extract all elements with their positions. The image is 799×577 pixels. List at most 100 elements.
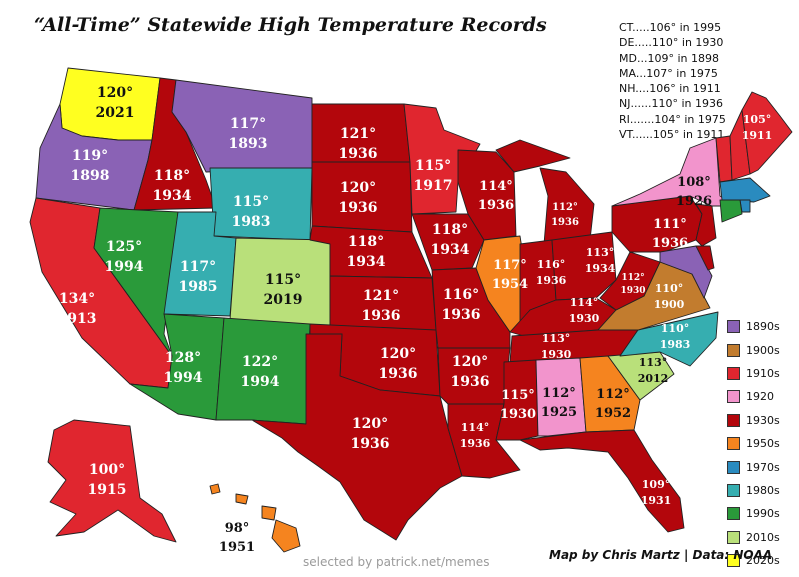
legend-label: 1920 bbox=[746, 390, 774, 404]
state-year-ak: 1915 bbox=[88, 482, 127, 498]
state-temp-mi: 112° bbox=[552, 202, 578, 213]
state-oh[interactable] bbox=[551, 231, 617, 301]
small-state-record-ri: RI.......104° in 1975 bbox=[619, 112, 726, 126]
state-year-nc: 1983 bbox=[660, 338, 691, 351]
legend-item: 1980s bbox=[727, 479, 780, 502]
legend-label: 1950s bbox=[746, 437, 780, 451]
state-year-ne: 1934 bbox=[347, 254, 386, 270]
state-temp-wy: 115° bbox=[233, 194, 269, 210]
legend-item: 1890s bbox=[727, 315, 780, 338]
state-label-sc: 113° 2012 bbox=[638, 356, 669, 385]
state-ct[interactable] bbox=[719, 199, 743, 223]
state-year-ca: 1913 bbox=[58, 311, 97, 327]
state-me[interactable] bbox=[741, 91, 793, 175]
state-year-al: 1925 bbox=[541, 405, 577, 420]
state-label-nc: 110° 1983 bbox=[660, 322, 691, 351]
state-temp-ny: 108° bbox=[677, 175, 711, 190]
legend-swatch bbox=[727, 554, 740, 568]
state-nm[interactable] bbox=[215, 317, 311, 425]
state-year-or: 1898 bbox=[71, 168, 110, 184]
state-label-ok: 120° 1936 bbox=[379, 346, 418, 382]
state-mi-up[interactable] bbox=[495, 139, 571, 173]
hi-island-big bbox=[271, 519, 301, 553]
state-temp-mo: 116° bbox=[443, 287, 479, 303]
state-hi[interactable] bbox=[209, 483, 301, 553]
state-ny[interactable] bbox=[611, 137, 737, 207]
state-label-va: 110° 1900 bbox=[654, 282, 685, 311]
state-label-mn: 115° 1917 bbox=[414, 158, 453, 194]
state-year-sc: 2012 bbox=[638, 372, 669, 385]
state-temp-pa: 111° bbox=[653, 217, 687, 232]
state-sd[interactable] bbox=[311, 161, 413, 233]
state-tx[interactable] bbox=[251, 333, 463, 541]
state-temp-il: 117° bbox=[493, 258, 527, 273]
state-label-mi: 112° 1936 bbox=[551, 202, 579, 228]
state-ia[interactable] bbox=[411, 213, 485, 271]
state-mt[interactable] bbox=[171, 79, 313, 173]
state-year-sd: 1936 bbox=[339, 200, 378, 216]
state-label-me: 105° 1911 bbox=[742, 113, 773, 142]
legend-swatch bbox=[727, 437, 740, 451]
hi-island-oahu bbox=[235, 493, 249, 505]
state-temp-mn: 115° bbox=[415, 158, 451, 174]
state-year-va: 1900 bbox=[654, 298, 685, 311]
state-label-tx: 120° 1936 bbox=[351, 416, 390, 452]
legend-item: 1950s bbox=[727, 432, 780, 455]
state-label-ut: 117° 1985 bbox=[179, 259, 218, 295]
state-temp-ga: 112° bbox=[596, 387, 630, 402]
state-year-wv: 1930 bbox=[620, 286, 645, 296]
state-year-il: 1954 bbox=[492, 277, 528, 292]
state-ak[interactable] bbox=[47, 419, 177, 543]
state-ma[interactable] bbox=[719, 177, 771, 203]
state-year-hi: 1951 bbox=[219, 540, 255, 555]
state-temp-or: 119° bbox=[72, 148, 108, 164]
state-temp-tn: 113° bbox=[542, 332, 570, 345]
state-temp-az: 128° bbox=[165, 350, 201, 366]
state-temp-me: 105° bbox=[743, 113, 771, 126]
state-year-co: 2019 bbox=[264, 292, 303, 308]
state-label-nv: 125° 1994 bbox=[105, 239, 144, 275]
legend-item: 2010s bbox=[727, 526, 780, 549]
state-label-pa: 111° 1936 bbox=[652, 217, 688, 251]
state-temp-ok: 120° bbox=[380, 346, 416, 362]
state-fl[interactable] bbox=[519, 429, 685, 533]
state-label-or: 119° 1898 bbox=[71, 148, 110, 184]
legend-label: 1990s bbox=[746, 507, 780, 521]
small-state-record-nh: NH....106° in 1911 bbox=[619, 82, 721, 96]
legend-item: 2020s bbox=[727, 549, 780, 572]
state-label-az: 128° 1994 bbox=[164, 350, 203, 386]
state-label-mt: 117° 1893 bbox=[229, 116, 268, 152]
state-label-la: 114° 1936 bbox=[460, 421, 491, 450]
state-year-mn: 1917 bbox=[414, 178, 453, 194]
state-year-mo: 1936 bbox=[442, 307, 481, 323]
state-year-mt: 1893 bbox=[229, 136, 268, 152]
state-label-nd: 121° 1936 bbox=[339, 126, 378, 162]
small-state-record-ma: MA...107° in 1975 bbox=[619, 66, 718, 80]
state-label-wv: 112° 1930 bbox=[620, 273, 645, 296]
state-label-ny: 108° 1926 bbox=[676, 175, 712, 209]
state-year-wa: 2021 bbox=[96, 105, 135, 121]
state-wa[interactable] bbox=[59, 67, 161, 141]
state-label-in: 116° 1936 bbox=[536, 258, 567, 287]
state-temp-wv: 112° bbox=[621, 273, 644, 283]
legend-swatch bbox=[727, 343, 740, 357]
state-temp-ar: 120° bbox=[452, 354, 488, 370]
state-ga[interactable] bbox=[579, 355, 641, 433]
state-year-tx: 1936 bbox=[351, 436, 390, 452]
state-temp-co: 115° bbox=[265, 272, 301, 288]
legend-swatch bbox=[727, 366, 740, 380]
legend-item: 1920 bbox=[727, 385, 780, 408]
state-temp-hi: 98° bbox=[225, 521, 250, 536]
state-temp-ms: 115° bbox=[501, 388, 535, 403]
state-de[interactable] bbox=[695, 245, 715, 271]
state-label-wy: 115° 1983 bbox=[232, 194, 271, 230]
state-label-co: 115° 2019 bbox=[264, 272, 303, 308]
state-year-ms: 1930 bbox=[500, 407, 536, 422]
state-temp-nm: 122° bbox=[242, 354, 278, 370]
state-nv[interactable] bbox=[93, 207, 179, 357]
legend-swatch bbox=[727, 507, 740, 521]
state-temp-ca: 134° bbox=[59, 291, 95, 307]
state-year-ky: 1930 bbox=[569, 312, 600, 325]
map-credit: Map by Chris Martz | Data: NOAA bbox=[549, 548, 773, 562]
state-label-ms: 115° 1930 bbox=[500, 388, 536, 422]
